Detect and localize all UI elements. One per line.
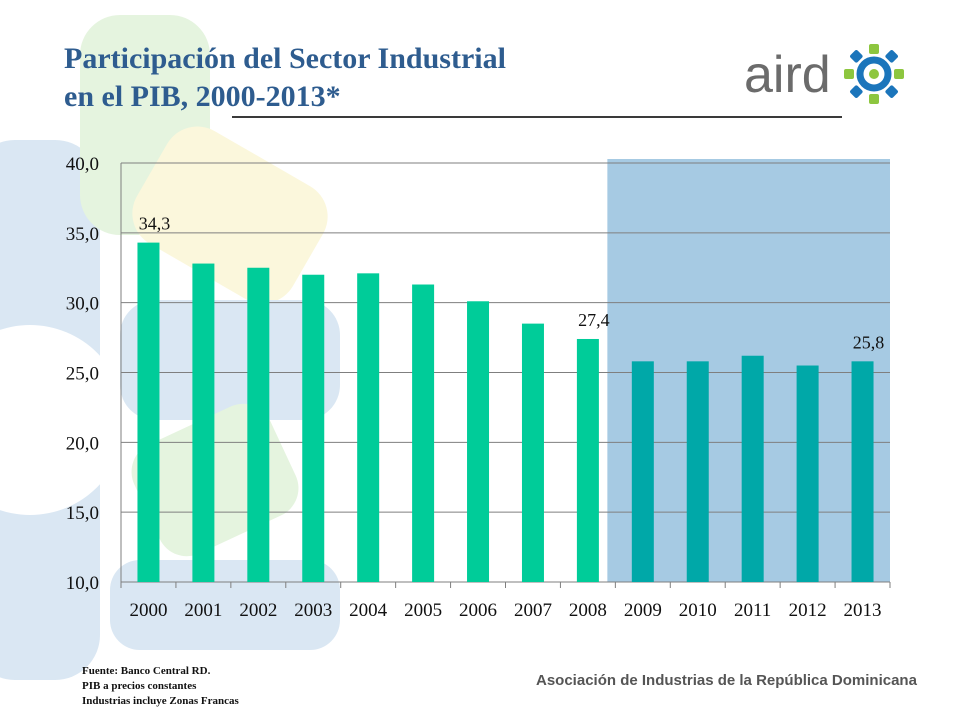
y-tick-label: 25,0 [66,364,99,385]
title-line-1: Participación del Sector Industrial [64,42,506,75]
y-tick-label: 30,0 [66,294,99,315]
x-tick-label: 2009 [624,600,662,621]
y-tick-label: 15,0 [66,503,99,524]
x-tick-label: 2003 [294,600,332,621]
y-tick-label: 40,0 [66,154,99,175]
bar [686,361,709,582]
slide-title: Participación del Sector Industrial en e… [64,40,506,116]
bar [796,365,819,582]
bar [247,267,270,582]
gear-icon [844,44,904,104]
logo-text: aird [744,46,831,104]
bar [631,361,654,582]
bar [576,338,599,582]
footnotes: Fuente: Banco Central RD. PIB a precios … [82,664,239,709]
x-tick-label: 2000 [129,600,167,621]
bar [192,263,215,582]
aird-logo: aird [744,44,904,104]
bar [357,273,380,582]
bar [521,323,544,582]
y-tick-label: 20,0 [66,433,99,454]
footnote-source: Fuente: Banco Central RD. [82,665,211,677]
bar [137,242,160,583]
data-label: 34,3 [139,214,171,234]
bar [302,274,325,582]
x-tick-label: 2002 [239,600,277,621]
bar [741,355,764,582]
y-tick-label: 10,0 [66,573,99,594]
x-tick-label: 2011 [734,600,771,621]
x-tick-label: 2005 [404,600,442,621]
footnote-prices: PIB a precios constantes [82,680,197,692]
title-underline [232,116,842,118]
bar [412,284,435,582]
x-tick-label: 2006 [459,600,497,621]
x-tick-label: 2013 [844,600,882,621]
organization-name: Asociación de Industrias de la República… [536,672,917,689]
x-tick-label: 2012 [789,600,827,621]
y-tick-label: 35,0 [66,224,99,245]
data-label: 27,4 [578,310,610,330]
footnote-industries: Industrias incluye Zonas Francas [82,695,239,707]
data-label: 25,8 [853,332,885,352]
title-line-2: en el PIB, 2000-2013* [64,80,341,113]
x-tick-label: 2004 [349,600,388,621]
bar [851,361,874,582]
x-tick-label: 2001 [184,600,222,621]
bar [467,301,490,582]
x-tick-label: 2007 [514,600,552,621]
x-tick-label: 2008 [569,600,607,621]
x-tick-label: 2010 [679,600,717,621]
